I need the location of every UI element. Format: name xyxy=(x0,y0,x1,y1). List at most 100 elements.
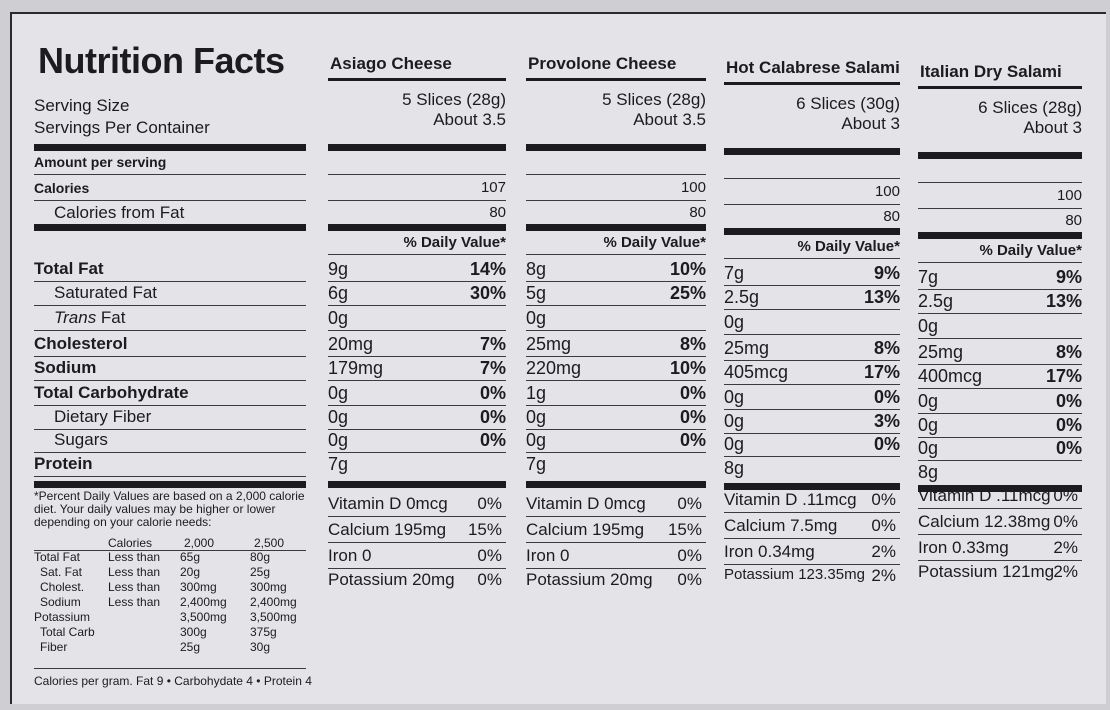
divider xyxy=(724,433,900,434)
dietary-fiber-label: Dietary Fiber xyxy=(54,407,152,426)
divider xyxy=(526,281,706,282)
total-fat-amount: 7g xyxy=(918,267,939,287)
footnote-header-cell: Calories xyxy=(108,536,153,550)
divider xyxy=(724,309,900,310)
divider xyxy=(526,516,706,517)
serving-size-value: 5 Slices (28g) xyxy=(402,90,506,109)
divider xyxy=(918,413,1082,414)
divider-thick xyxy=(328,481,506,488)
mineral-name: Vitamin D 0mcg xyxy=(526,494,646,513)
divider xyxy=(918,262,1082,263)
footnote-cell: 25g xyxy=(250,565,271,579)
trans-fat-amount: 0g xyxy=(724,312,745,332)
column-name: Asiago Cheese xyxy=(330,54,452,73)
sugars-percent: 0% xyxy=(873,434,900,454)
footnote-cell: Sodium xyxy=(40,595,81,609)
saturated-fat-percent: 25% xyxy=(669,283,706,303)
divider xyxy=(34,174,306,175)
divider xyxy=(526,174,706,175)
sugars-amount: 0g xyxy=(918,438,939,458)
mineral-name: Iron 0.34mg xyxy=(724,542,815,561)
divider-med xyxy=(328,78,506,81)
divider xyxy=(328,254,506,255)
mineral-name: Calcium 12.38mg xyxy=(918,512,1051,531)
total-fat-amount: 9g xyxy=(328,259,349,279)
divider-thick xyxy=(724,148,900,155)
sugars-percent: 0% xyxy=(479,430,506,450)
footnote-cell: Potassium xyxy=(34,610,91,624)
mineral-name: Vitamin D .11mcg xyxy=(918,486,1051,505)
mineral-name: Vitamin D .11mcg xyxy=(724,490,857,509)
total-carbohydrate-amount: 0g xyxy=(724,387,745,407)
daily-value-header: % Daily Value* xyxy=(797,238,900,255)
column-name: Provolone Cheese xyxy=(528,54,677,73)
divider-thick xyxy=(34,224,306,231)
trans-fat-label: Trans Fat xyxy=(34,308,126,328)
divider xyxy=(328,516,506,517)
cholesterol-amount: 25mg xyxy=(918,342,964,362)
divider xyxy=(34,356,306,357)
sugars-percent: 0% xyxy=(1055,438,1082,458)
protein-label: Protein xyxy=(34,454,93,473)
divider xyxy=(34,668,306,669)
divider xyxy=(526,254,706,255)
mineral-name: Potassium 20mg xyxy=(526,570,653,589)
calories-from-fat-value: 80 xyxy=(1065,212,1082,229)
total-carbohydrate-label: Total Carbohydrate xyxy=(34,383,189,402)
divider xyxy=(328,452,506,453)
divider xyxy=(918,560,1082,561)
divider xyxy=(34,281,306,282)
divider-thick xyxy=(526,224,706,231)
sodium-amount: 400mcg xyxy=(918,366,983,386)
sugars-amount: 0g xyxy=(526,430,547,450)
dietary-fiber-amount: 0g xyxy=(328,407,349,427)
total-carbohydrate-percent: 0% xyxy=(679,383,706,403)
mineral-percent: 0% xyxy=(477,570,502,589)
serving-size-value: 6 Slices (30g) xyxy=(796,94,900,113)
mineral-name: Potassium 20mg xyxy=(328,570,455,589)
divider-thick xyxy=(34,481,306,488)
daily-value-header: % Daily Value* xyxy=(603,234,706,251)
mineral-percent: 0% xyxy=(871,516,896,535)
mineral-name: Calcium 195mg xyxy=(526,520,645,539)
divider xyxy=(34,305,306,306)
footnote-cell: 25g xyxy=(180,640,201,654)
sugars-percent: 0% xyxy=(679,430,706,450)
mineral-name: Vitamin D 0mcg xyxy=(328,494,448,513)
cholesterol-percent: 7% xyxy=(479,334,506,354)
divider xyxy=(526,568,706,569)
dietary-fiber-percent: 0% xyxy=(1055,415,1082,435)
total-carbohydrate-percent: 0% xyxy=(1055,391,1082,411)
divider xyxy=(328,200,506,201)
sodium-amount: 220mg xyxy=(526,358,582,378)
divider-med xyxy=(724,82,900,85)
divider xyxy=(328,568,506,569)
divider xyxy=(526,200,706,201)
divider xyxy=(724,178,900,179)
footnote-cell: Fiber xyxy=(40,640,68,654)
divider-thick xyxy=(526,144,706,151)
divider xyxy=(34,380,306,381)
sodium-amount: 179mg xyxy=(328,358,384,378)
divider-thick xyxy=(918,232,1082,239)
calories-from-fat-value: 80 xyxy=(883,208,900,225)
divider xyxy=(724,360,900,361)
divider xyxy=(328,330,506,331)
saturated-fat-amount: 2.5g xyxy=(724,287,760,307)
total-fat-percent: 9% xyxy=(1055,267,1082,287)
mineral-percent: 0% xyxy=(477,546,502,565)
mineral-percent: 0% xyxy=(677,570,702,589)
footnote-cell: Cholest. xyxy=(40,580,85,594)
divider xyxy=(328,174,506,175)
protein-amount: 8g xyxy=(918,462,939,482)
divider xyxy=(918,182,1082,183)
divider xyxy=(724,258,900,259)
footnote-cell: 300mg xyxy=(180,580,217,594)
sodium-percent: 10% xyxy=(669,358,706,378)
footnote-cell: Sat. Fat xyxy=(40,565,83,579)
column-name: Hot Calabrese Salami xyxy=(726,58,900,77)
mineral-percent: 2% xyxy=(871,566,896,585)
mineral-percent: 0% xyxy=(677,494,702,513)
sugars-amount: 0g xyxy=(328,430,349,450)
mineral-name: Calcium 195mg xyxy=(328,520,447,539)
